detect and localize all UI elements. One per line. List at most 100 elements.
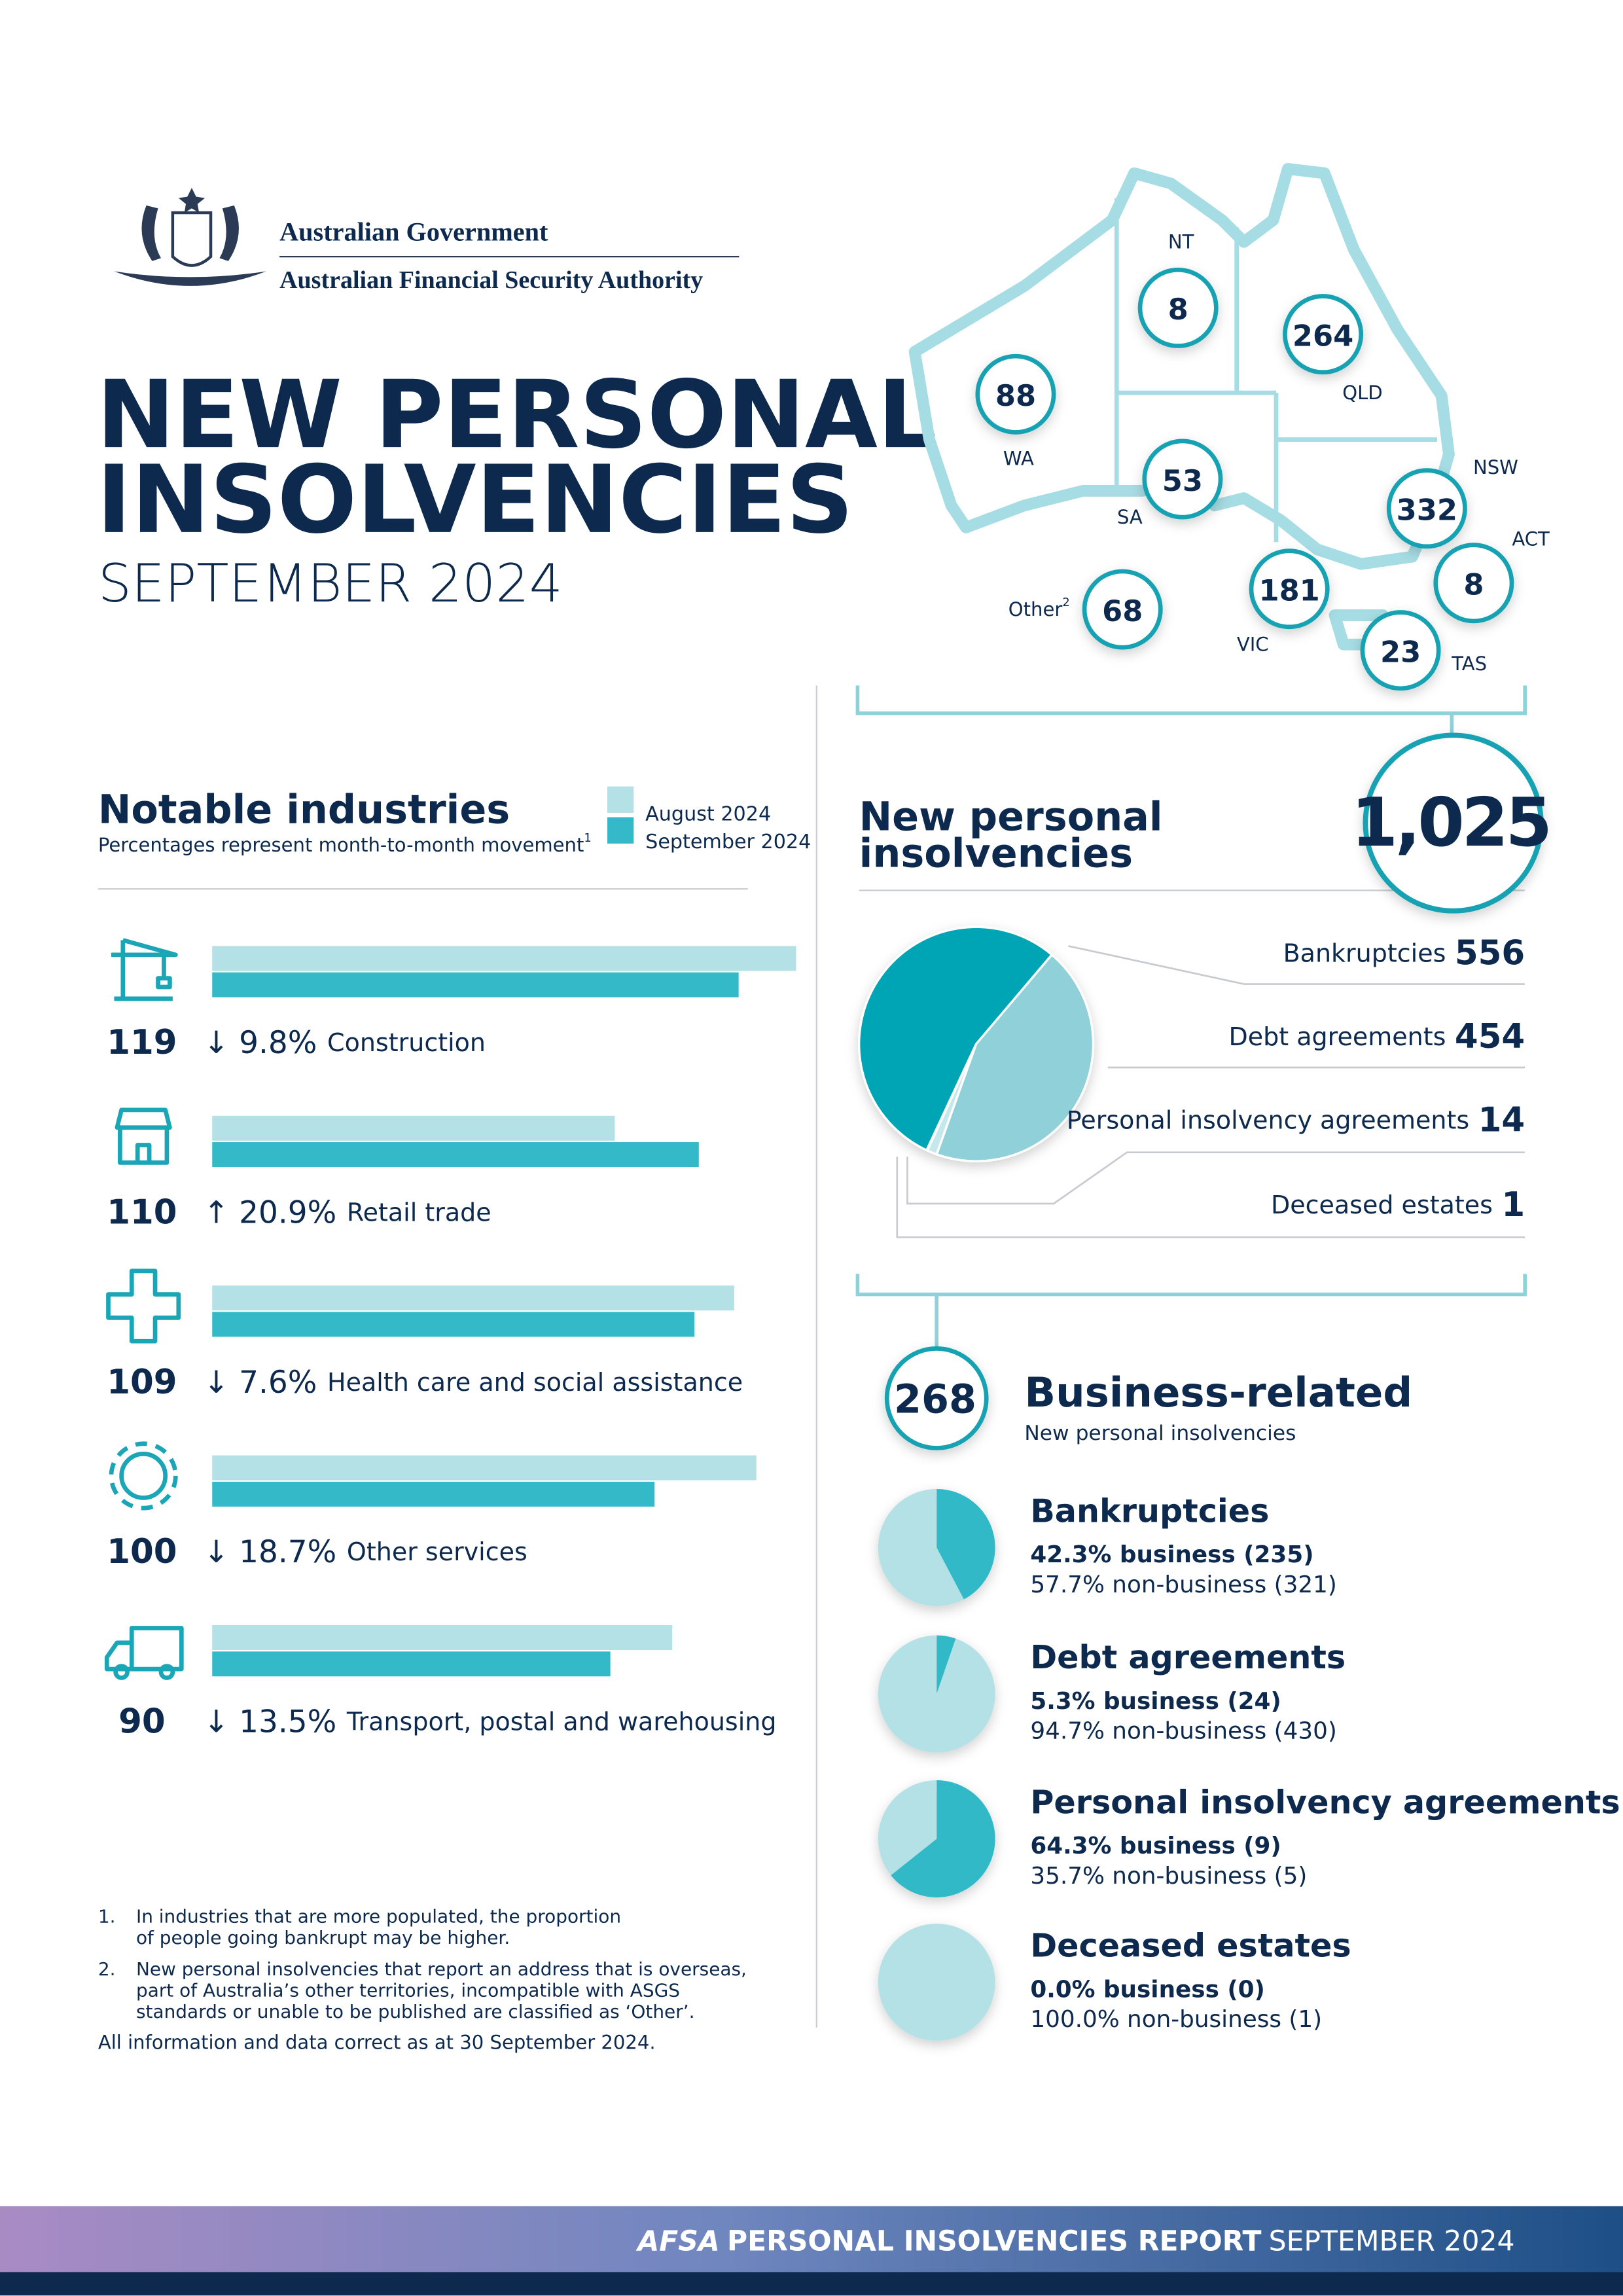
footer-strip	[0, 2272, 1623, 2296]
region-name: TAS	[1451, 653, 1487, 675]
value-label: 556	[1455, 934, 1525, 973]
footnote-text: New personal insolvencies that report an…	[136, 1958, 747, 1980]
footnote-number: 1.	[98, 1906, 116, 1928]
footnote-text: part of Australia’s other territories, i…	[136, 1979, 680, 2001]
pie-value-label: 100.0% non-business (1)	[1030, 2006, 1322, 2033]
category-label: Retail trade	[347, 1198, 491, 1227]
industry-icons	[104, 938, 184, 1680]
footnotes: 1. In industries that are more populated,…	[98, 1906, 747, 2022]
pie-label: Deceased estates 1	[1271, 1185, 1525, 1225]
pie-slice	[878, 1489, 964, 1606]
section-title: insolvencies	[859, 831, 1133, 877]
pie-value-label: 64.3% business (9)	[1030, 1833, 1281, 1859]
category-label: Personal insolvency agreements	[1067, 1106, 1469, 1135]
footnote-ref: 2	[1062, 595, 1069, 609]
region-label: NT	[1168, 231, 1194, 253]
section-title: New personal	[859, 795, 1163, 840]
region-name: QLD	[1342, 382, 1382, 404]
footnote-ref: 1	[584, 831, 591, 844]
region-value: 8	[1463, 567, 1484, 602]
region-name: Other	[1008, 598, 1063, 620]
subtitle-text: Percentages represent month-to-month mov…	[98, 834, 584, 856]
region-name: SA	[1117, 506, 1143, 528]
bar	[212, 1142, 699, 1168]
category-label: Health care and social assistance	[327, 1368, 743, 1397]
change-label: ↓ 18.7%	[204, 1534, 336, 1570]
pie-value-label: 0.0% business (0)	[1030, 1976, 1265, 2003]
category-label: Construction	[327, 1028, 486, 1057]
region-name: NSW	[1473, 456, 1518, 478]
bar	[212, 1285, 734, 1311]
pie-label: Debt agreements 454	[1229, 1017, 1525, 1056]
region-ring	[1137, 267, 1219, 348]
bar	[212, 946, 796, 971]
change-label: ↓ 13.5%	[204, 1704, 336, 1740]
value-label: 100	[107, 1532, 177, 1571]
total-ring	[1363, 732, 1544, 914]
pie-slice	[858, 925, 1054, 1152]
region-value: 23	[1380, 634, 1421, 669]
pie-slice	[878, 1924, 995, 2041]
bar	[212, 1455, 757, 1480]
section-title: Notable industries	[98, 787, 510, 833]
main-title: NEW PERSONAL	[97, 360, 937, 469]
pie-title: Bankruptcies	[1030, 1492, 1269, 1530]
pie-value-label: 35.7% non-business (5)	[1030, 1863, 1307, 1890]
pie-title: Deceased estates	[1030, 1927, 1351, 1965]
region-ring	[1249, 548, 1330, 630]
section-subtitle: New personal insolvencies	[1024, 1422, 1296, 1445]
region-label: ACT	[1512, 528, 1550, 550]
region-ring	[1360, 610, 1441, 691]
region-value: 68	[1102, 594, 1143, 628]
pie	[878, 1924, 995, 2041]
pie-label: Bankruptcies 556	[1283, 934, 1525, 973]
pie-slice	[925, 1043, 978, 1153]
pie-title: Personal insolvency agreements	[1030, 1784, 1620, 1821]
legend-swatch	[607, 817, 634, 844]
region-label: WA	[1003, 448, 1034, 470]
pie	[878, 1780, 995, 1897]
main-title: INSOLVENCIES	[97, 445, 854, 554]
value-label: 90	[118, 1702, 166, 1742]
region-name: ACT	[1512, 528, 1550, 550]
total-value: 1,025	[1351, 784, 1550, 862]
bar	[212, 1625, 673, 1651]
business-value: 268	[894, 1377, 976, 1423]
bracket	[855, 685, 1527, 736]
region-ring	[1082, 569, 1163, 650]
pie-label: Personal insolvency agreements 14	[1067, 1101, 1525, 1140]
region-ring	[1433, 543, 1514, 624]
value-label: 119	[107, 1023, 177, 1062]
footnote-number: 2.	[98, 1958, 116, 1980]
pie-title: Debt agreements	[1030, 1638, 1346, 1676]
pie-slice	[935, 953, 1095, 1162]
footnote-text: of people going bankrupt may be higher.	[136, 1927, 510, 1948]
value-label: 109	[107, 1363, 177, 1402]
footer-date: SEPTEMBER 2024	[1269, 2225, 1515, 2257]
business-ring	[884, 1346, 989, 1450]
region-label: NSW	[1473, 456, 1518, 478]
bar	[212, 972, 739, 997]
region-ring	[975, 353, 1056, 435]
pie-value-label: 94.7% non-business (430)	[1030, 1718, 1337, 1745]
bar	[212, 1312, 695, 1337]
region-value: 88	[995, 378, 1036, 413]
region-value: 264	[1293, 318, 1353, 353]
section-title: Business-related	[1024, 1369, 1412, 1416]
pie-value-label: 57.7% non-business (321)	[1030, 1571, 1337, 1598]
region-value: 8	[1168, 292, 1188, 327]
pie	[878, 1489, 995, 1606]
region-label: VIC	[1237, 634, 1269, 656]
change-label: ↓ 9.8%	[204, 1024, 317, 1060]
value-label: 454	[1455, 1017, 1525, 1056]
region-label: TAS	[1451, 653, 1487, 675]
footer-band	[0, 2206, 1623, 2274]
industry-label: ↓ 9.8% Construction	[204, 1024, 486, 1060]
category-label: Deceased estates	[1271, 1191, 1493, 1219]
footnote-text: standards or unable to be published are …	[136, 2001, 695, 2022]
region-ring	[1142, 439, 1223, 520]
leader-lines	[896, 945, 1525, 1238]
pie-value-label: 42.3% business (235)	[1030, 1541, 1313, 1568]
